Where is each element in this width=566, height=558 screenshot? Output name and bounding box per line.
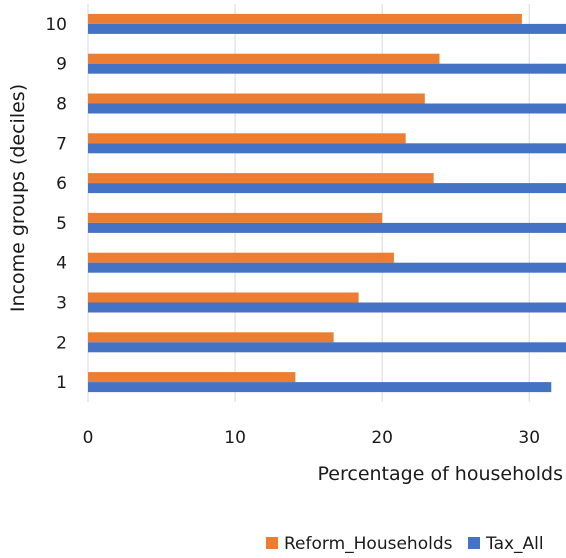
x-tick-label: 20 [371,428,393,448]
bar-tax-all-3 [88,302,566,313]
bar-reform-households-4 [88,252,394,263]
y-tick-label: 4 [56,254,67,274]
bar-reform-households-9 [88,53,440,64]
y-tick-label: 9 [56,55,67,75]
bar-tax-all-2 [88,342,566,353]
bar-tax-all-10 [88,23,566,34]
bar-reform-households-8 [88,93,425,104]
bar-tax-all-8 [88,103,566,114]
y-tick-labels: 1 2 3 4 5 6 7 8 9 10 [45,15,67,393]
y-tick-label: 6 [56,174,67,194]
bar-reform-households-1 [88,372,296,383]
bar-tax-all-7 [88,143,566,154]
bar-tax-all-4 [88,262,566,273]
y-tick-label: 10 [45,15,67,35]
x-tick-label: 0 [83,428,94,448]
bar-reform-households-2 [88,332,334,343]
bar-reform-households-3 [88,292,359,303]
y-tick-label: 7 [56,134,67,154]
bar-tax-all-9 [88,63,566,74]
bar-reform-households-6 [88,173,434,184]
bar-tax-all-1 [88,382,552,393]
legend-swatch-reform-households [266,537,278,549]
y-tick-label: 5 [56,214,67,234]
bar-reform-households-10 [88,13,522,24]
y-tick-label: 2 [56,333,67,353]
legend-swatch-tax-all [468,537,480,549]
y-axis-title: Income groups (deciles) [7,84,29,312]
bar-tax-all-5 [88,222,566,233]
x-axis-title: Percentage of households [318,463,563,485]
bar-reform-households-5 [88,212,383,223]
bars [88,13,566,393]
bar-tax-all-6 [88,183,566,194]
x-tick-labels: 0 10 20 30 [83,428,540,448]
legend-label-tax-all: Tax_All [485,534,544,554]
legend-label-reform-households: Reform_Households [284,534,453,554]
x-tick-label: 30 [518,428,540,448]
y-tick-label: 3 [56,294,67,314]
bar-reform-households-7 [88,133,406,144]
legend: Reform_Households Tax_All [266,534,544,554]
y-tick-label: 8 [56,95,67,115]
y-tick-label: 1 [56,373,67,393]
x-tick-label: 10 [224,428,246,448]
